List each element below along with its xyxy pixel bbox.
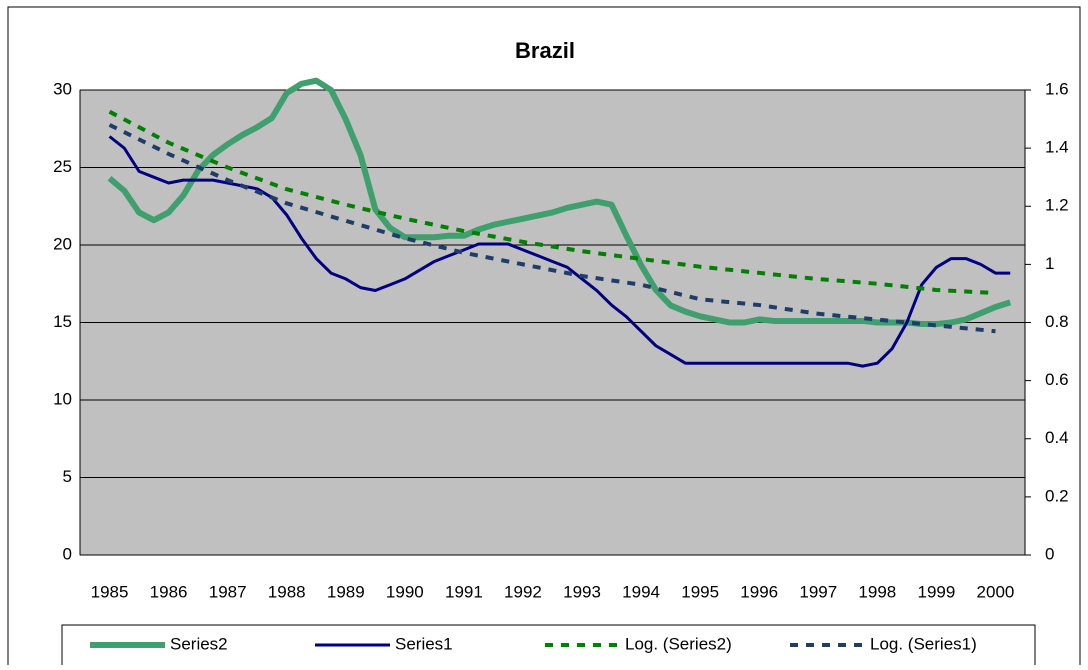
x-tick-label: 1993 <box>563 582 601 601</box>
y-tick-label: 0 <box>63 544 72 563</box>
series-line <box>107 77 1012 328</box>
x-tick-label: 1994 <box>622 582 660 601</box>
x-tick-label: 1995 <box>681 582 719 601</box>
series-line <box>108 109 996 296</box>
x-tick-label: 1992 <box>504 582 542 601</box>
x-tick-label: 1990 <box>386 582 424 601</box>
legend-label: Series1 <box>395 634 453 653</box>
y2-tick-label: 0 <box>1045 544 1054 563</box>
legend-label: Series2 <box>170 634 228 653</box>
y2-tick-label: 0.2 <box>1045 486 1069 505</box>
x-tick-label: 1999 <box>917 582 955 601</box>
y2-tick-label: 0.6 <box>1045 370 1069 389</box>
y-tick-label: 20 <box>53 234 72 253</box>
y-tick-label: 25 <box>53 157 72 176</box>
x-tick-label: 1988 <box>268 582 306 601</box>
y2-tick-label: 1 <box>1045 254 1054 273</box>
x-tick-label: 1985 <box>91 582 129 601</box>
y2-tick-label: 0.4 <box>1045 428 1069 447</box>
y-tick-label: 5 <box>63 467 72 486</box>
y-tick-label: 15 <box>53 312 72 331</box>
series-line <box>108 135 1011 368</box>
chart-title: Brazil <box>515 38 575 63</box>
x-tick-label: 2000 <box>977 582 1015 601</box>
y-tick-label: 30 <box>53 79 72 98</box>
series-line <box>108 123 996 334</box>
x-tick-label: 1997 <box>799 582 837 601</box>
y2-tick-label: 1.2 <box>1045 196 1069 215</box>
legend-label: Log. (Series1) <box>870 634 977 653</box>
x-tick-label: 1998 <box>858 582 896 601</box>
y2-tick-label: 1.4 <box>1045 138 1069 157</box>
y-tick-label: 10 <box>53 389 72 408</box>
legend-box <box>61 624 1036 670</box>
y2-tick-label: 0.8 <box>1045 312 1069 331</box>
legend-label: Log. (Series2) <box>625 634 732 653</box>
x-tick-label: 1991 <box>445 582 483 601</box>
x-tick-label: 1987 <box>209 582 247 601</box>
y2-tick-label: 1.6 <box>1045 79 1069 98</box>
x-tick-label: 1996 <box>740 582 778 601</box>
x-tick-label: 1989 <box>327 582 365 601</box>
x-tick-label: 1986 <box>150 582 188 601</box>
